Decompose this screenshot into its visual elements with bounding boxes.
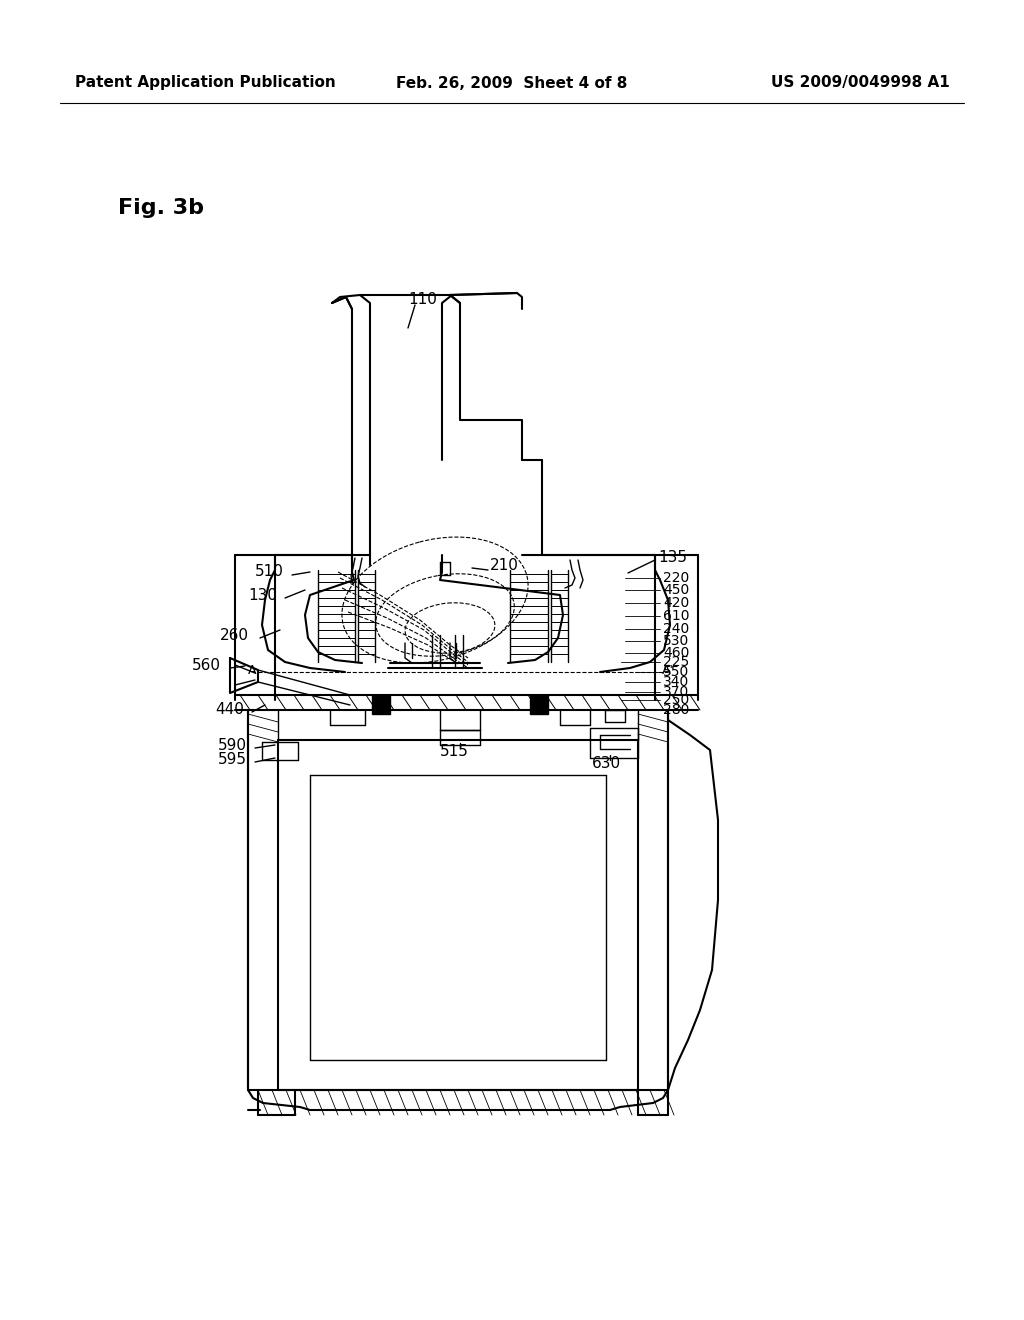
Text: 450: 450 <box>663 583 689 597</box>
Text: Feb. 26, 2009  Sheet 4 of 8: Feb. 26, 2009 Sheet 4 of 8 <box>396 75 628 91</box>
Text: 240: 240 <box>663 622 689 636</box>
Text: US 2009/0049998 A1: US 2009/0049998 A1 <box>771 75 950 91</box>
Text: 515: 515 <box>440 744 469 759</box>
Text: 370: 370 <box>663 685 689 700</box>
Text: 530: 530 <box>663 634 689 648</box>
Text: Fig. 3b: Fig. 3b <box>118 198 204 218</box>
Text: 550: 550 <box>663 665 689 678</box>
Text: 460: 460 <box>663 645 689 660</box>
Text: 280: 280 <box>663 704 689 717</box>
Text: 260: 260 <box>220 628 249 644</box>
Text: 510: 510 <box>255 565 284 579</box>
Text: 135: 135 <box>658 549 687 565</box>
Text: 220: 220 <box>663 572 689 585</box>
Text: 210: 210 <box>490 558 519 573</box>
Text: 560: 560 <box>193 659 221 673</box>
Text: 590: 590 <box>218 738 247 754</box>
Text: 225: 225 <box>663 655 689 669</box>
Text: A: A <box>248 664 256 677</box>
Text: A': A' <box>662 664 674 677</box>
Polygon shape <box>530 696 548 714</box>
Text: Patent Application Publication: Patent Application Publication <box>75 75 336 91</box>
Text: 340: 340 <box>663 675 689 689</box>
Text: 250: 250 <box>663 693 689 708</box>
Text: 420: 420 <box>663 597 689 610</box>
Text: 610: 610 <box>663 609 689 623</box>
Text: 595: 595 <box>218 752 247 767</box>
Polygon shape <box>372 696 390 714</box>
Text: 130: 130 <box>248 589 278 603</box>
Text: 110: 110 <box>408 293 437 308</box>
Text: 440: 440 <box>215 702 244 718</box>
Text: 630: 630 <box>592 756 622 771</box>
